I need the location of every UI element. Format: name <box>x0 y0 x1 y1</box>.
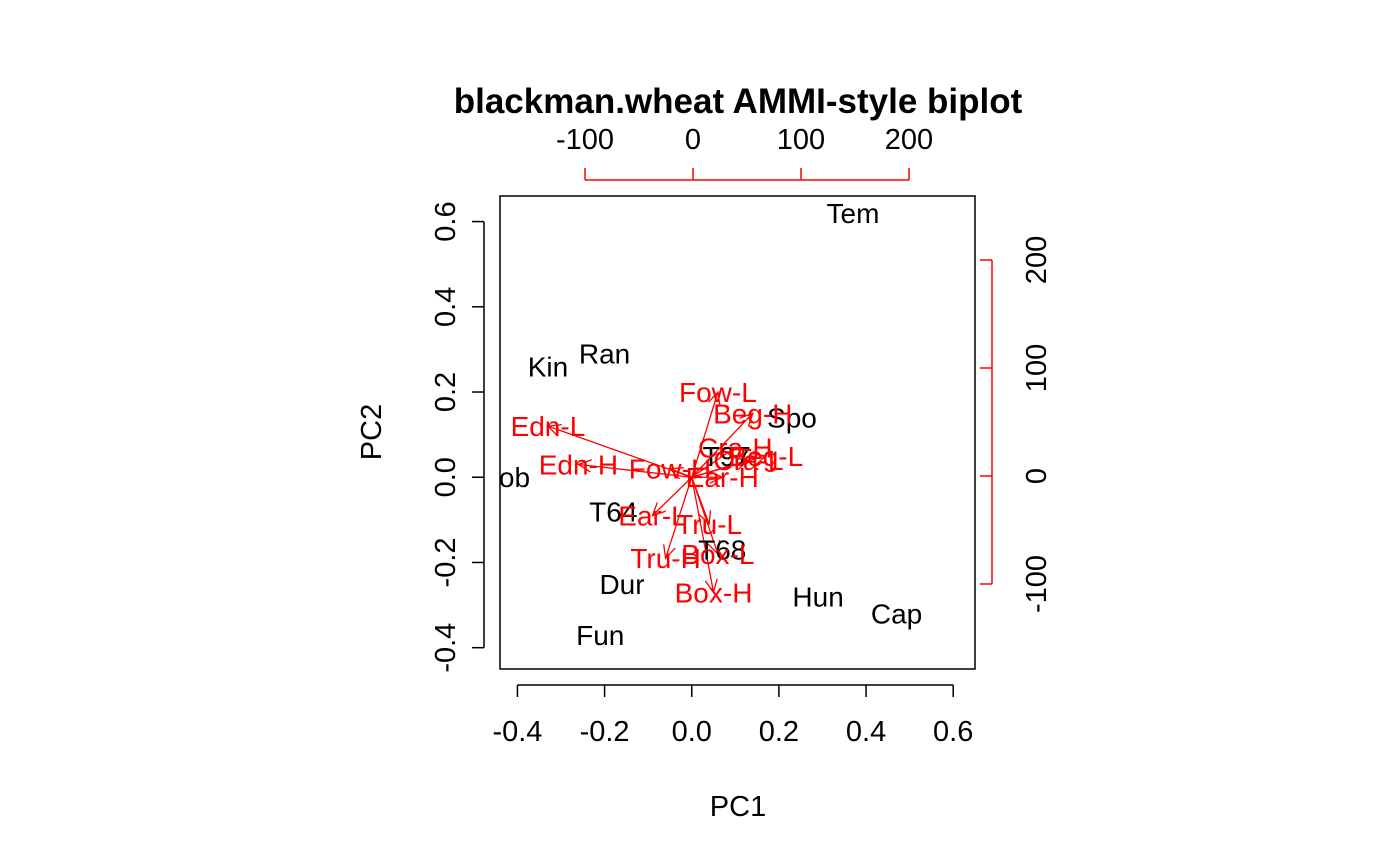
environment-vector <box>663 477 693 560</box>
x-axis-primary: -0.4 -0.2 0.0 0.2 0.4 0.6 <box>492 684 973 748</box>
environment-label: Fow-H <box>629 454 711 485</box>
environment-label: Cra-L <box>713 445 783 476</box>
secondary-x-tick-label: 200 <box>885 124 933 156</box>
environment-label: Cra-H <box>698 432 773 463</box>
x-tick-label: 0.4 <box>846 716 886 748</box>
genotype-label: Hob <box>479 462 530 493</box>
genotype-label: Fun <box>576 620 624 651</box>
environment-vector <box>691 446 737 478</box>
x-tick-label: -0.4 <box>492 716 542 748</box>
environment-label: Beg-H <box>713 398 792 429</box>
genotype-label: Ran <box>579 339 630 370</box>
environment-vector <box>691 390 721 478</box>
genotype-label: Cap <box>871 599 922 630</box>
y-axis-secondary: -100 0 100 200 <box>980 236 1053 613</box>
environment-label: Ear-L <box>618 501 686 532</box>
genotype-label: Hun <box>792 582 843 613</box>
y-tick-label: -0.2 <box>430 537 462 587</box>
genotype-label: Kin <box>528 351 568 382</box>
y-axis-label: PC2 <box>356 404 388 460</box>
environment-label: Fow-L <box>679 377 757 408</box>
environment-label: Edn-L <box>511 411 586 442</box>
environment-label: Ear-H <box>686 462 759 493</box>
y-axis-primary: -0.4 -0.2 0.0 0.2 0.4 0.6 <box>430 201 485 673</box>
secondary-x-tick-label: -100 <box>556 124 614 156</box>
environment-vector <box>691 412 754 478</box>
genotype-label: Tem <box>827 198 880 229</box>
plot-box <box>499 195 976 670</box>
secondary-y-tick-label: 200 <box>1021 236 1053 284</box>
environment-vector <box>691 457 750 478</box>
environment-label: Box-L <box>681 539 754 570</box>
x-axis-label: PC1 <box>710 791 766 823</box>
y-tick-label: 0.6 <box>430 201 462 241</box>
environment-vector <box>691 477 721 556</box>
environment-vector <box>546 423 692 478</box>
environment-vector <box>691 470 724 484</box>
environment-label: Tru-H <box>630 543 701 574</box>
secondary-y-tick-label: -100 <box>1021 555 1053 613</box>
environment-label: Beg-L <box>728 441 803 472</box>
environment-vector <box>576 459 692 478</box>
secondary-x-tick-label: 0 <box>685 124 701 156</box>
y-tick-label: 0.2 <box>430 372 462 412</box>
x-tick-label: 0.2 <box>759 716 799 748</box>
secondary-y-tick-label: 100 <box>1021 344 1053 392</box>
genotype-label: T97 <box>702 441 750 472</box>
genotype-label: T64 <box>589 496 637 527</box>
y-tick-label: 0.4 <box>430 287 462 327</box>
secondary-x-tick-label: 100 <box>777 124 825 156</box>
x-tick-label: 0.6 <box>933 716 973 748</box>
genotype-labels: Tem Ran Kin Spo T97 Hob T64 T68 Dur Hun Cap Fun <box>479 198 922 651</box>
genotype-label: T68 <box>698 535 746 566</box>
environment-vector <box>668 467 692 480</box>
genotype-label: Dur <box>599 569 644 600</box>
x-tick-label: -0.2 <box>580 716 630 748</box>
y-tick-label: 0.0 <box>430 457 462 497</box>
environment-label: Tru-L <box>676 509 742 540</box>
environment-vectors <box>546 390 768 594</box>
x-tick-label: 0.0 <box>672 716 712 748</box>
environment-vector <box>651 476 693 517</box>
secondary-y-tick-label: 0 <box>1021 468 1053 484</box>
environment-vector <box>691 477 718 594</box>
chart-title: blackman.wheat AMMI-style biplot <box>454 82 1023 121</box>
environment-label: Edn-H <box>539 449 618 480</box>
genotype-label: Spo <box>767 403 817 434</box>
x-axis-secondary: -100 0 100 200 <box>556 124 933 181</box>
y-tick-label: -0.4 <box>430 623 462 673</box>
environment-label: Box-H <box>675 577 753 608</box>
